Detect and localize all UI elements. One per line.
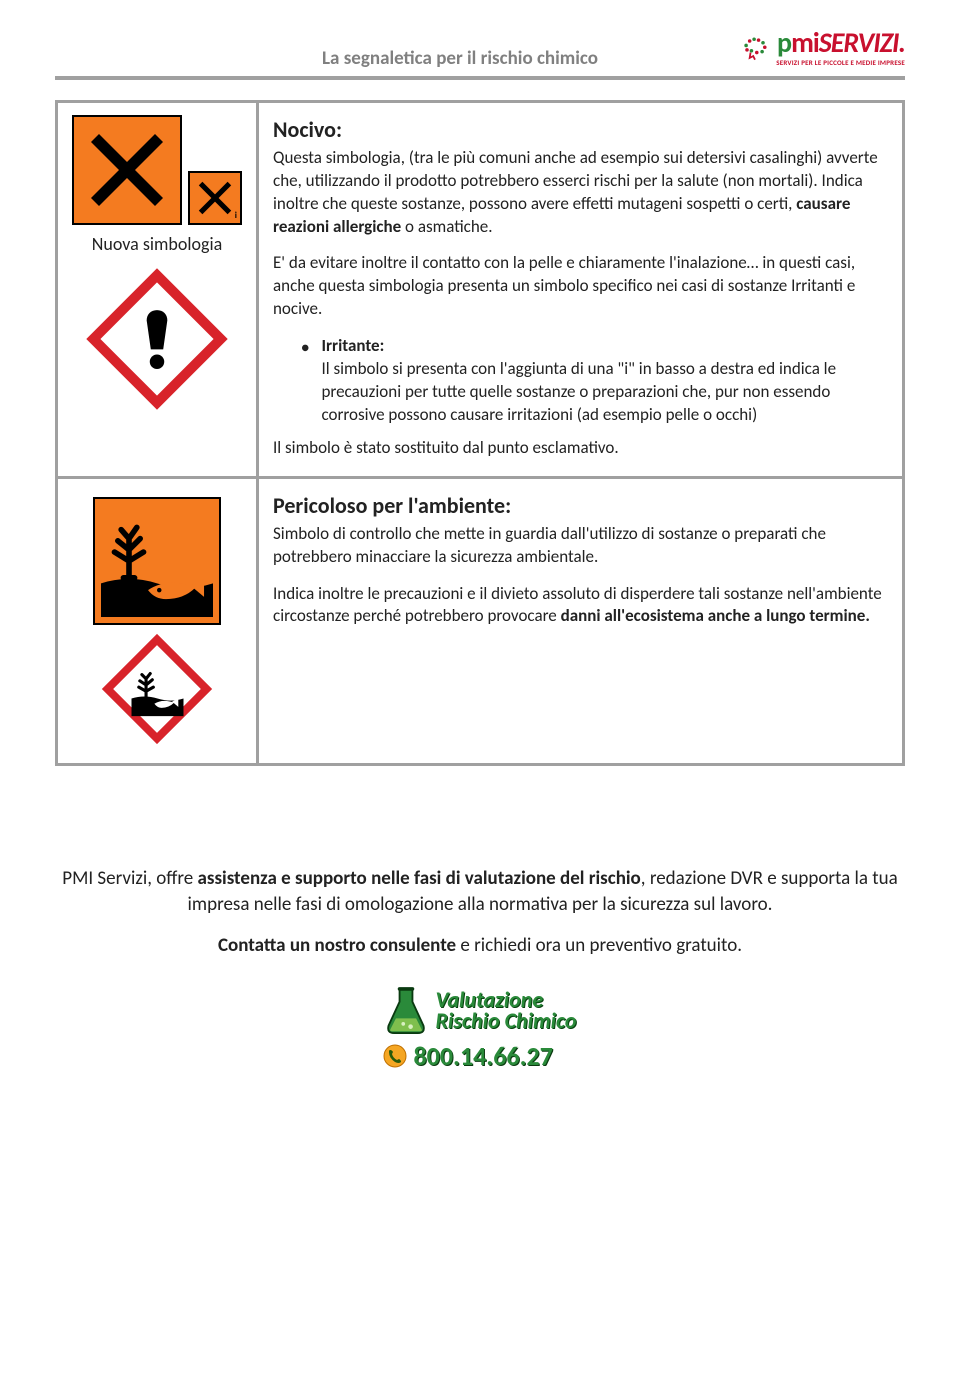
page-header: La segnaletica per il rischio chimico pm… — [55, 30, 905, 70]
ambiente-para1: Simbolo di controllo che mette in guardi… — [273, 523, 888, 569]
dead-tree-fish-icon — [101, 505, 213, 617]
hazard-table: i Nuova simbologia N — [55, 100, 905, 766]
nocivo-symbol-cell: i Nuova simbologia — [57, 102, 258, 478]
page-title: La segnaletica per il rischio chimico — [55, 47, 725, 70]
irritante-body: Il simbolo si presenta con l'aggiunta di… — [321, 358, 836, 425]
irritante-bullet: ● Irritante: Il simbolo si presenta con … — [273, 335, 888, 427]
footer-logo-line2: Rischio Chimico — [435, 1011, 576, 1032]
logo-tagline: SERVIZI PER LE PICCOLE E MEDIE IMPRESE — [776, 58, 905, 67]
nocivo-title: Nocivo: — [273, 115, 888, 145]
ambiente-text-cell: Pericoloso per l'ambiente: Simbolo di co… — [258, 477, 904, 764]
logo-p: p — [777, 25, 791, 60]
phone-icon — [383, 1044, 407, 1068]
footer-para2: Contatta un nostro consulente e richiedi… — [55, 933, 905, 959]
harmful-symbol-large — [72, 115, 182, 225]
footer-phone: 800.14.66.27 — [383, 1039, 576, 1074]
footer-block: PMI Servizi, offre assistenza e supporto… — [55, 866, 905, 1076]
header-rule — [55, 76, 905, 80]
exclamation-icon — [136, 308, 178, 370]
ambiente-title: Pericoloso per l'ambiente: — [273, 491, 888, 521]
nocivo-para3: Il simbolo è stato sostituito dal punto … — [273, 437, 888, 460]
x-cross-icon — [197, 180, 233, 216]
ghs-environment-symbol — [103, 635, 211, 743]
ambiente-symbol-cell — [57, 477, 258, 764]
nocivo-para1: Questa simbologia, (tra le più comuni an… — [273, 147, 888, 239]
ghs-exclamation-symbol — [87, 269, 227, 409]
logo-servizi: SERVIZI. — [819, 25, 905, 60]
x-cross-icon — [87, 130, 167, 210]
nocivo-text-cell: Nocivo: Questa simbologia, (tra le più c… — [258, 102, 904, 478]
dead-tree-fish-icon — [131, 663, 183, 715]
brain-icon — [737, 33, 773, 65]
flask-icon — [383, 985, 429, 1037]
nocivo-para2: E' da evitare inoltre il contatto con la… — [273, 252, 888, 321]
new-symbology-caption: Nuova simbologia — [72, 233, 242, 255]
logo-pmiservizi: pmiSERVIZI. SERVIZI PER LE PICCOLE E MED… — [725, 30, 905, 70]
ambiente-para2: Indica inoltre le precauzioni e il divie… — [273, 583, 888, 629]
bullet-icon: ● — [301, 335, 309, 427]
irritante-title: Irritante: — [321, 335, 384, 356]
irritant-symbol-small: i — [188, 171, 242, 225]
irritant-i-label: i — [235, 210, 237, 221]
footer-logo: Valutazione Rischio Chimico 800.14.66.27 — [383, 985, 576, 1074]
environment-symbol-orange — [93, 497, 221, 625]
logo-mi: mi — [791, 25, 819, 60]
footer-para1: PMI Servizi, offre assistenza e supporto… — [55, 866, 905, 917]
